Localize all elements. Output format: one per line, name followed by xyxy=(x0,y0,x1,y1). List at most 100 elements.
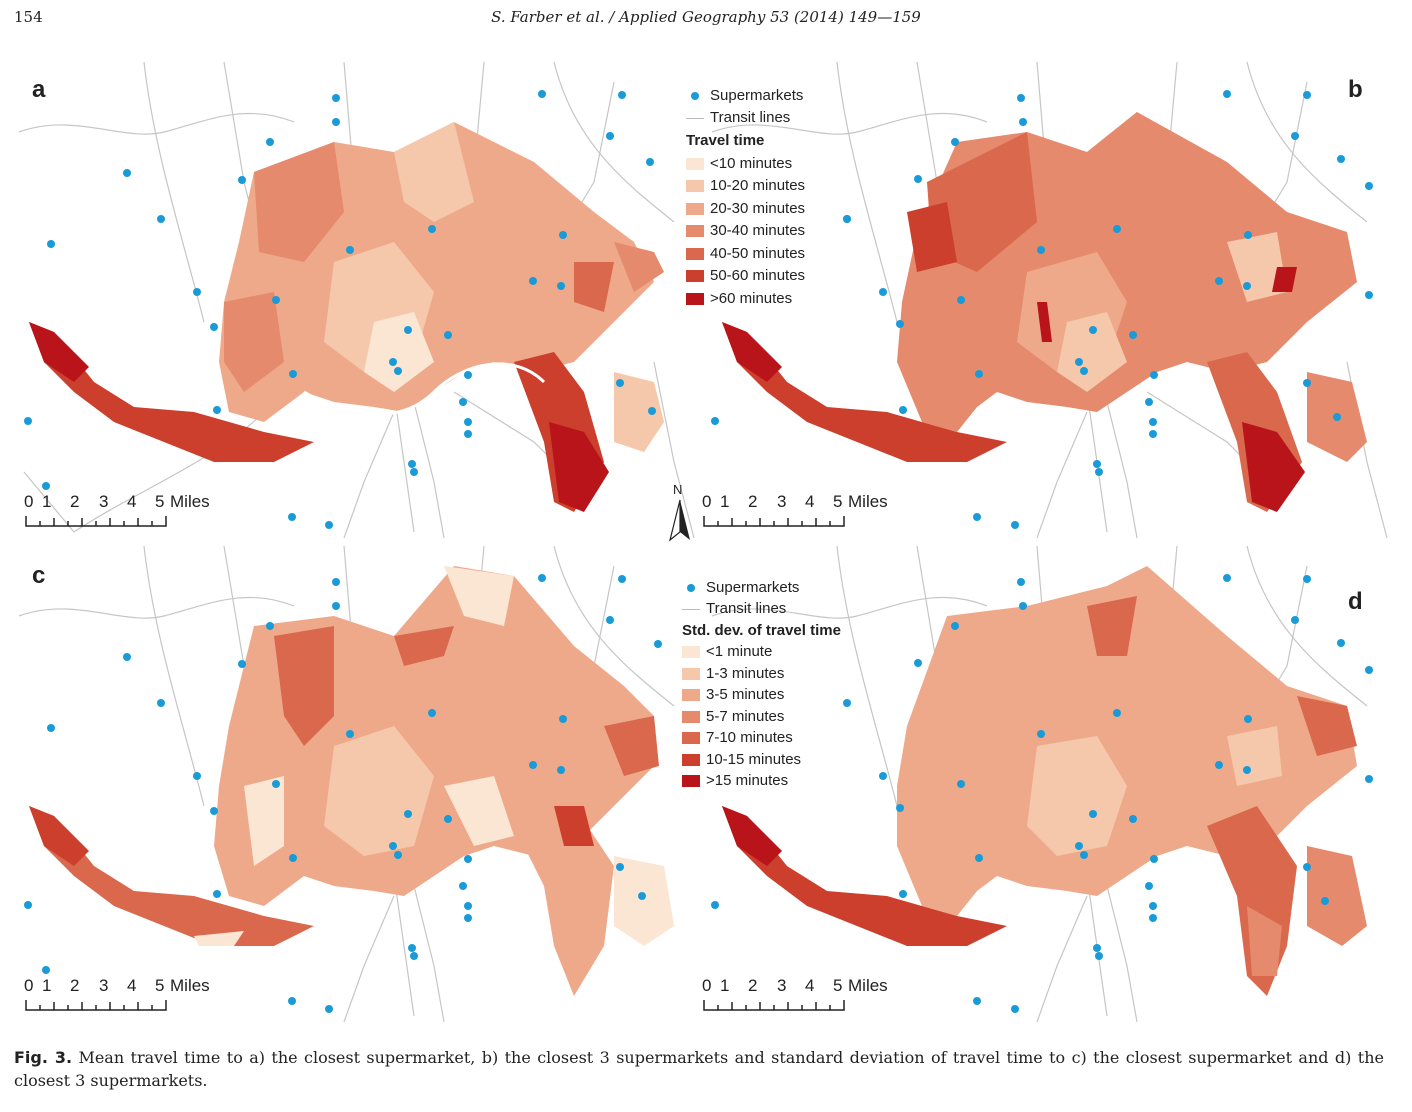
scale-tick-label: 5 xyxy=(155,976,165,995)
scale-bar-ruler xyxy=(703,516,845,527)
scale-bar-d: 0 1 2 3 4 5 Miles xyxy=(702,976,892,1016)
legend-swatch xyxy=(686,270,704,282)
legend-label: 3-5 minutes xyxy=(706,686,785,703)
scale-unit: Miles xyxy=(170,492,210,511)
legend-travel-time: Supermarkets Transit lines Travel time <… xyxy=(686,86,856,316)
choropleth-areas xyxy=(722,112,1367,512)
figure-caption: Fig. 3. Mean travel time to a) the close… xyxy=(14,1046,1384,1092)
map-panel-b: b 0 1 2 3 4 5 Miles xyxy=(700,62,1400,538)
scale-tick-label: 4 xyxy=(127,492,137,511)
supermarket-points xyxy=(711,574,1373,1013)
scale-tick-label: 4 xyxy=(805,976,815,995)
scale-tick-label: 4 xyxy=(805,492,815,511)
legend-swatch xyxy=(682,689,700,701)
scale-tick-label: 5 xyxy=(833,976,843,995)
legend-std-dev: Supermarkets Transit lines Std. dev. of … xyxy=(682,578,872,798)
scale-bar-ruler xyxy=(703,1000,845,1011)
legend-label: <10 minutes xyxy=(710,155,793,172)
legend-label: 10-15 minutes xyxy=(706,751,802,768)
legend-label: Transit lines xyxy=(706,600,787,617)
legend-label: Supermarkets xyxy=(710,87,804,104)
scale-bar-ruler xyxy=(25,1000,167,1011)
scale-tick-label: 4 xyxy=(127,976,137,995)
page-number: 154 xyxy=(14,8,43,26)
legend-title: Travel time xyxy=(686,132,765,149)
map-panel-d: d 0 1 2 3 4 5 Miles xyxy=(700,546,1400,1022)
scale-tick-label: 2 xyxy=(748,492,758,511)
scale-unit: Miles xyxy=(170,976,210,995)
supermarket-points xyxy=(24,574,662,1013)
scale-bar-a: 0 1 2 3 4 5 Miles xyxy=(24,492,210,532)
scale-tick-label: 2 xyxy=(748,976,758,995)
legend-label: Supermarkets xyxy=(706,579,800,596)
scale-bar-ruler xyxy=(25,516,167,527)
scale-tick-label: 5 xyxy=(155,492,165,511)
legend-label: 5-7 minutes xyxy=(706,708,785,725)
map-panel-a: a 0 1 2 3 4 5 Miles xyxy=(14,62,700,538)
legend-swatch xyxy=(682,646,700,658)
scale-tick-label: 1 xyxy=(720,492,730,511)
legend-label: 30-40 minutes xyxy=(710,222,806,239)
panel-letter-a: a xyxy=(32,76,46,103)
scale-tick-label: 1 xyxy=(42,976,52,995)
legend-label: 40-50 minutes xyxy=(710,245,806,262)
scale-tick-label: 3 xyxy=(777,976,787,995)
transit-line-icon xyxy=(682,609,700,610)
legend-label: Transit lines xyxy=(710,109,791,126)
scale-tick-label: 3 xyxy=(777,492,787,511)
running-head: S. Farber et al. / Applied Geography 53 … xyxy=(491,8,921,26)
legend-label: 20-30 minutes xyxy=(710,200,806,217)
choropleth-areas xyxy=(29,122,664,512)
map-b xyxy=(711,62,1388,538)
legend-swatch xyxy=(686,248,704,260)
caption-text: Mean travel time to a) the closest super… xyxy=(14,1048,1384,1090)
caption-label: Fig. 3. xyxy=(14,1048,73,1067)
legend-label: <1 minute xyxy=(706,643,773,660)
choropleth-areas xyxy=(722,566,1367,996)
transit-line-icon xyxy=(686,118,704,119)
scale-tick-label: 0 xyxy=(702,492,712,511)
panel-letter-c: c xyxy=(32,562,46,589)
river xyxy=(303,362,546,416)
legend-label: >60 minutes xyxy=(710,290,793,307)
north-arrow-icon: N xyxy=(666,482,694,544)
legend-label: 7-10 minutes xyxy=(706,729,793,746)
legend-label: 50-60 minutes xyxy=(710,267,806,284)
supermarket-icon xyxy=(687,584,695,592)
legend-swatch xyxy=(686,180,704,192)
scale-unit: Miles xyxy=(848,492,888,511)
legend-swatch xyxy=(686,293,704,305)
panel-letter-b: b xyxy=(1348,76,1363,103)
scale-tick-label: 0 xyxy=(702,976,712,995)
scale-tick-label: 1 xyxy=(42,492,52,511)
map-c xyxy=(18,546,675,1022)
map-d xyxy=(711,546,1373,1022)
choropleth-areas xyxy=(29,566,674,996)
supermarket-icon xyxy=(691,92,699,100)
legend-swatch xyxy=(682,668,700,680)
supermarket-points xyxy=(711,90,1373,529)
legend-swatch xyxy=(686,203,704,215)
panel-letter-d: d xyxy=(1348,588,1363,615)
north-arrow-shape xyxy=(668,499,690,542)
scale-bar-c: 0 1 2 3 4 5 Miles xyxy=(24,976,214,1016)
legend-label: 1-3 minutes xyxy=(706,665,785,682)
scale-tick-label: 0 xyxy=(24,492,34,511)
scale-tick-label: 2 xyxy=(70,976,80,995)
legend-swatch xyxy=(682,754,700,766)
legend-swatch xyxy=(682,711,700,723)
supermarket-points xyxy=(24,90,656,529)
scale-tick-label: 2 xyxy=(70,492,80,511)
scale-tick-label: 3 xyxy=(99,976,109,995)
legend-swatch xyxy=(686,225,704,237)
scale-tick-label: 0 xyxy=(24,976,34,995)
scale-bar-b: 0 1 2 3 4 5 Miles xyxy=(702,492,892,532)
scale-tick-label: 5 xyxy=(833,492,843,511)
scale-tick-label: 1 xyxy=(720,976,730,995)
map-panel-c: c 0 1 2 3 4 5 Miles xyxy=(14,546,700,1022)
scale-unit: Miles xyxy=(848,976,888,995)
legend-title: Std. dev. of travel time xyxy=(682,622,841,639)
legend-swatch xyxy=(686,158,704,170)
legend-swatch xyxy=(682,775,700,787)
scale-tick-label: 3 xyxy=(99,492,109,511)
